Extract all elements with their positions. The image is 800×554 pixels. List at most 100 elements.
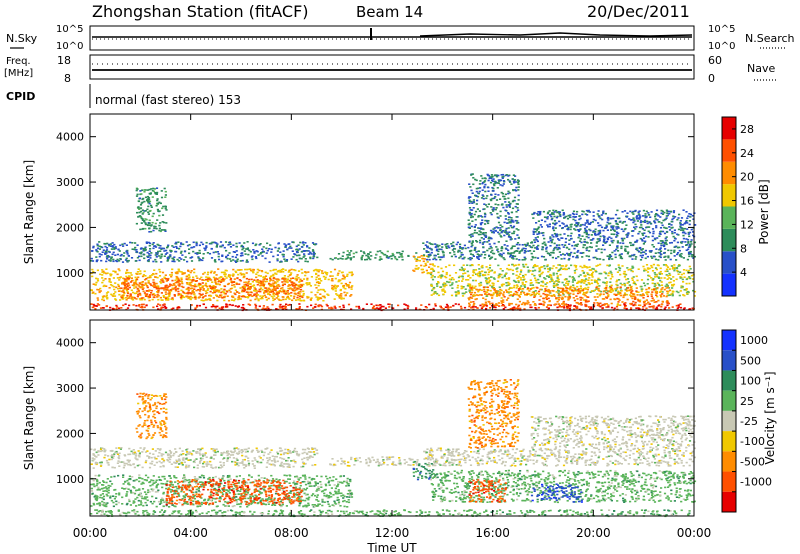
data-cell xyxy=(199,259,202,261)
data-cell xyxy=(163,296,166,298)
data-cell xyxy=(666,286,669,289)
data-cell xyxy=(646,293,649,295)
data-cell xyxy=(641,228,644,230)
data-cell xyxy=(691,215,694,217)
data-cell xyxy=(589,291,592,293)
data-cell xyxy=(423,258,426,260)
data-cell xyxy=(544,220,547,223)
data-cell xyxy=(165,284,168,287)
data-cell xyxy=(108,279,111,281)
data-cell xyxy=(96,279,100,282)
data-cell xyxy=(475,240,478,242)
data-cell xyxy=(530,293,534,296)
data-cell xyxy=(689,250,692,253)
data-cell xyxy=(507,288,511,291)
data-cell xyxy=(266,249,269,252)
data-cell xyxy=(146,290,149,292)
data-cell xyxy=(610,291,613,293)
data-cell xyxy=(384,307,387,309)
data-cell xyxy=(127,259,130,262)
data-cell xyxy=(659,294,662,296)
data-cell xyxy=(212,304,215,306)
data-cell xyxy=(540,232,543,234)
data-cell xyxy=(172,307,175,310)
data-cell xyxy=(247,253,250,256)
data-cell xyxy=(329,275,332,277)
data-cell xyxy=(652,278,655,280)
data-cell xyxy=(586,272,589,274)
data-cell xyxy=(509,221,512,224)
data-cell xyxy=(617,298,620,300)
data-cell xyxy=(660,284,664,286)
data-cell xyxy=(679,306,683,309)
data-cell xyxy=(202,257,205,259)
data-cell xyxy=(564,265,567,268)
data-cell xyxy=(160,253,163,256)
data-cell xyxy=(547,241,550,243)
data-cell xyxy=(611,288,614,290)
data-cell xyxy=(587,300,590,302)
data-cell xyxy=(139,272,142,275)
data-cell xyxy=(499,215,502,217)
data-cell xyxy=(253,287,256,289)
data-cell xyxy=(658,255,661,258)
data-cell xyxy=(121,283,124,285)
data-cell xyxy=(608,287,611,289)
data-cell xyxy=(261,283,265,285)
data-cell xyxy=(505,277,508,280)
data-cell xyxy=(141,285,144,287)
data-cell xyxy=(675,259,678,261)
data-cell xyxy=(320,305,324,308)
data-cell xyxy=(345,257,348,260)
data-cell xyxy=(543,267,546,270)
data-cell xyxy=(442,254,445,256)
data-cell xyxy=(451,282,454,284)
data-cell xyxy=(547,297,550,300)
data-cell xyxy=(116,258,119,261)
data-cell xyxy=(582,210,585,213)
data-cell xyxy=(493,304,496,307)
data-cell xyxy=(156,296,159,298)
data-cell xyxy=(573,305,576,307)
data-cell xyxy=(268,248,271,250)
data-cell xyxy=(595,265,598,267)
data-cell xyxy=(569,305,572,308)
data-cell xyxy=(668,272,671,275)
data-cell xyxy=(161,207,164,210)
data-cell xyxy=(446,305,449,307)
data-cell xyxy=(118,287,121,289)
data-cell xyxy=(439,258,442,261)
data-cell xyxy=(137,294,140,296)
data-cell xyxy=(667,302,670,305)
data-cell xyxy=(156,243,159,246)
data-cell xyxy=(307,253,310,255)
data-cell xyxy=(166,257,169,259)
data-cell xyxy=(278,305,281,308)
data-cell xyxy=(215,282,218,285)
data-cell xyxy=(274,272,277,275)
data-cell xyxy=(155,187,159,189)
data-cell xyxy=(599,305,602,308)
data-cell xyxy=(150,292,153,294)
data-cell xyxy=(634,301,637,304)
data-cell xyxy=(654,276,657,278)
data-cell xyxy=(588,282,591,285)
data-cell xyxy=(650,250,653,252)
data-cell xyxy=(503,198,506,200)
data-cell xyxy=(490,251,493,253)
data-cell xyxy=(488,236,491,239)
data-cell xyxy=(265,291,268,293)
data-cell xyxy=(240,273,243,276)
data-cell xyxy=(623,282,626,285)
data-cell xyxy=(537,278,540,281)
data-cell xyxy=(187,292,190,295)
data-cell xyxy=(256,268,259,271)
data-cell xyxy=(578,292,582,294)
data-cell xyxy=(228,276,231,278)
data-cell xyxy=(257,274,260,277)
data-cell xyxy=(549,290,552,292)
data-cell xyxy=(123,242,126,245)
data-cell xyxy=(169,284,172,286)
data-cell xyxy=(595,270,598,273)
data-cell xyxy=(96,288,99,291)
